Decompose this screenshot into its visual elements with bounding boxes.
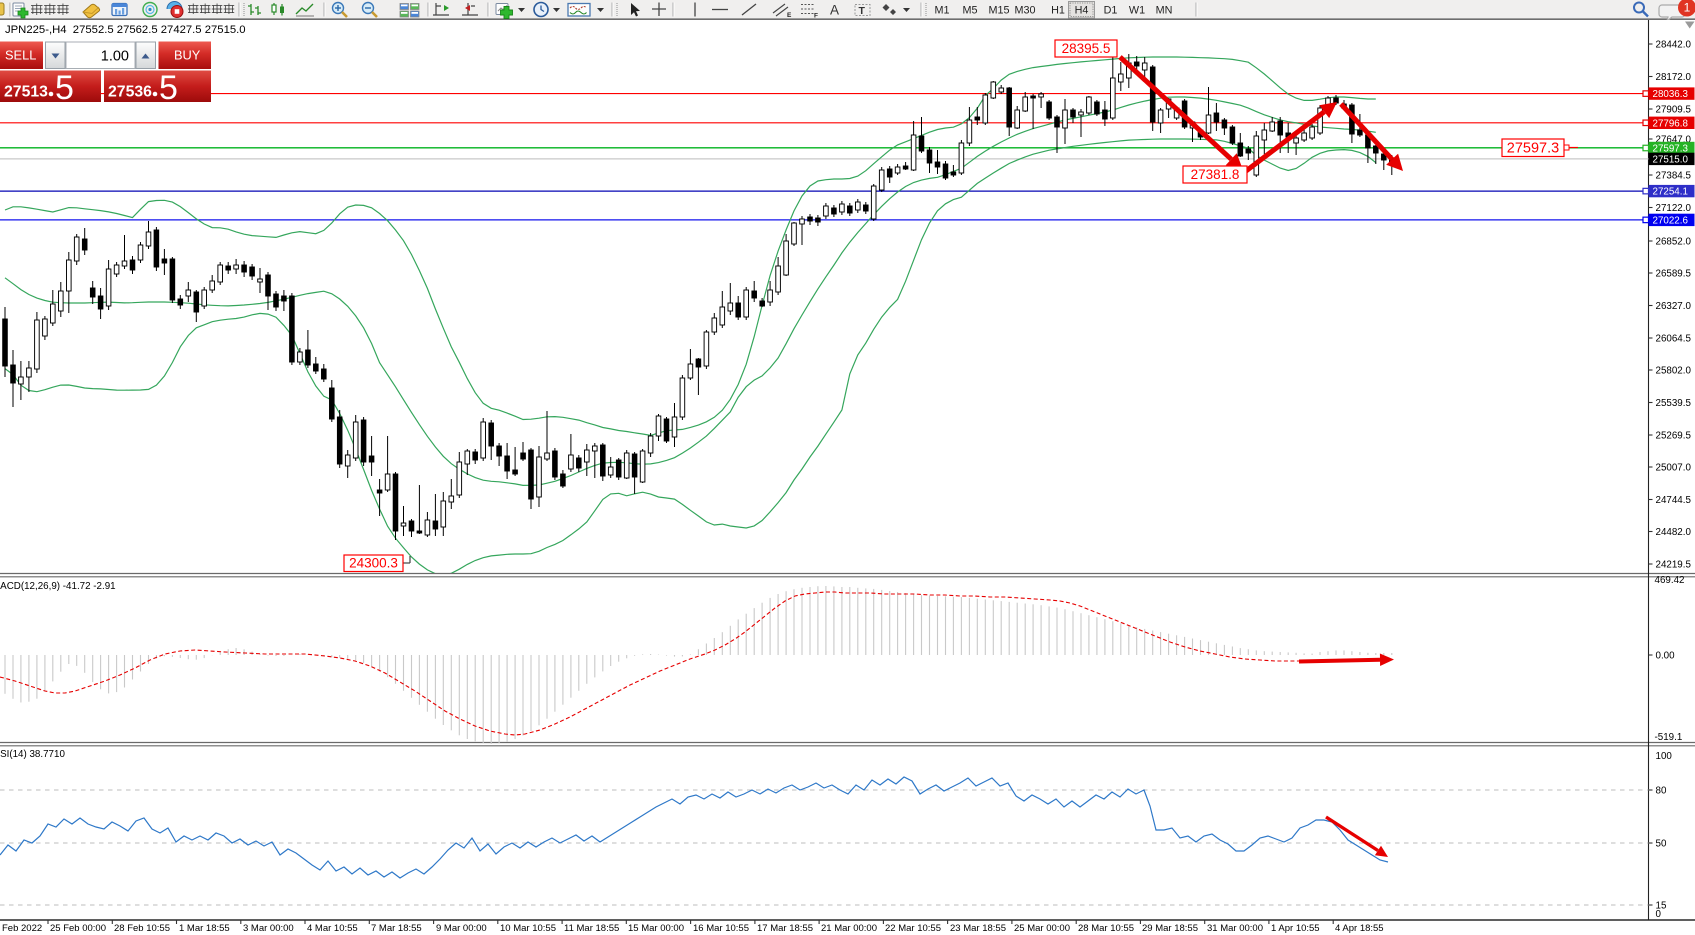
- svg-text:23 Mar 18:55: 23 Mar 18:55: [950, 923, 1006, 934]
- svg-text:27647.0: 27647.0: [1656, 135, 1692, 146]
- svg-text:25539.5: 25539.5: [1656, 398, 1692, 409]
- svg-text:E: E: [787, 12, 792, 19]
- svg-text:28036.3: 28036.3: [1653, 89, 1689, 100]
- svg-text:25 Mar 00:00: 25 Mar 00:00: [1014, 923, 1070, 934]
- svg-text:H4: H4: [1075, 5, 1089, 17]
- svg-text:28 Feb 10:55: 28 Feb 10:55: [114, 923, 170, 934]
- svg-text:80: 80: [1656, 786, 1667, 797]
- svg-text:24744.5: 24744.5: [1656, 495, 1692, 506]
- svg-text:26327.0: 26327.0: [1656, 301, 1692, 312]
- svg-text:100: 100: [1656, 751, 1673, 762]
- svg-text:7 Mar 18:55: 7 Mar 18:55: [371, 923, 422, 934]
- svg-text:H1: H1: [1051, 5, 1065, 17]
- svg-text:27381.8: 27381.8: [1191, 167, 1240, 182]
- svg-text:MN: MN: [1156, 5, 1173, 17]
- svg-text:MACD(12,26,9) -41.72 -2.91: MACD(12,26,9) -41.72 -2.91: [0, 581, 116, 592]
- svg-text:M5: M5: [963, 5, 978, 17]
- svg-text:W1: W1: [1129, 5, 1145, 17]
- svg-text:10 Mar 10:55: 10 Mar 10:55: [500, 923, 556, 934]
- svg-text:28172.0: 28172.0: [1656, 72, 1692, 83]
- svg-text:F: F: [814, 13, 818, 20]
- svg-text:9 Mar 00:00: 9 Mar 00:00: [436, 923, 487, 934]
- svg-text:24219.5: 24219.5: [1656, 560, 1692, 571]
- svg-text:27384.5: 27384.5: [1656, 171, 1692, 182]
- svg-text:15 Mar 00:00: 15 Mar 00:00: [628, 923, 684, 934]
- svg-text:27515.0: 27515.0: [1653, 155, 1689, 166]
- svg-text:31 Mar 00:00: 31 Mar 00:00: [1207, 923, 1263, 934]
- svg-text:26589.5: 26589.5: [1656, 269, 1692, 280]
- svg-text:27597.3: 27597.3: [1507, 141, 1559, 157]
- svg-text:BUY: BUY: [174, 48, 201, 63]
- svg-text:469.42: 469.42: [1655, 575, 1685, 586]
- svg-text:24482.0: 24482.0: [1656, 527, 1692, 538]
- svg-text:-519.1: -519.1: [1655, 732, 1683, 743]
- svg-text:11 Mar 18:55: 11 Mar 18:55: [564, 923, 619, 934]
- svg-text:1.00: 1.00: [101, 49, 129, 65]
- svg-text:26852.0: 26852.0: [1656, 237, 1692, 248]
- svg-text:25269.5: 25269.5: [1656, 431, 1692, 442]
- svg-text:27796.8: 27796.8: [1653, 118, 1689, 129]
- svg-text:22 Mar 10:55: 22 Mar 10:55: [885, 923, 941, 934]
- svg-text:A: A: [830, 3, 839, 18]
- svg-text:25007.0: 25007.0: [1656, 463, 1692, 474]
- svg-text:1: 1: [1684, 1, 1691, 15]
- svg-text:5: 5: [55, 69, 74, 107]
- svg-text:26064.5: 26064.5: [1656, 334, 1692, 345]
- svg-text:T: T: [859, 5, 866, 17]
- svg-text:M1: M1: [935, 5, 950, 17]
- svg-text:0: 0: [1656, 909, 1662, 920]
- svg-text:21 Mar 00:00: 21 Mar 00:00: [821, 923, 877, 934]
- svg-text:M15: M15: [988, 5, 1009, 17]
- svg-text:RSI(14) 38.7710: RSI(14) 38.7710: [0, 749, 65, 760]
- svg-text:24300.3: 24300.3: [349, 556, 398, 571]
- svg-text:28442.0: 28442.0: [1656, 40, 1692, 51]
- svg-text:SELL: SELL: [5, 48, 36, 63]
- svg-text:27909.5: 27909.5: [1656, 105, 1692, 116]
- svg-text:D1: D1: [1104, 5, 1118, 17]
- svg-text:0.00: 0.00: [1656, 651, 1676, 662]
- svg-text:50: 50: [1656, 839, 1667, 850]
- svg-text:5: 5: [159, 69, 178, 107]
- svg-text:27122.0: 27122.0: [1656, 203, 1692, 214]
- svg-text:15: 15: [1656, 901, 1667, 912]
- svg-text:M30: M30: [1014, 5, 1035, 17]
- svg-text:25802.0: 25802.0: [1656, 366, 1692, 377]
- svg-text:27022.6: 27022.6: [1653, 216, 1689, 227]
- svg-text:16 Mar 10:55: 16 Mar 10:55: [693, 923, 749, 934]
- svg-text:29 Mar 18:55: 29 Mar 18:55: [1142, 923, 1198, 934]
- svg-text:25 Feb 00:00: 25 Feb 00:00: [50, 923, 106, 934]
- svg-text:3 Mar 00:00: 3 Mar 00:00: [243, 923, 294, 934]
- svg-text:27597.3: 27597.3: [1653, 144, 1689, 155]
- svg-text:Feb 2022: Feb 2022: [2, 923, 42, 934]
- svg-text:17 Mar 18:55: 17 Mar 18:55: [757, 923, 813, 934]
- svg-text:JPN225-,H4 27552.5 27562.5 27: JPN225-,H4 27552.5 27562.5 27427.5 27515…: [5, 24, 246, 36]
- svg-text:28395.5: 28395.5: [1062, 41, 1111, 56]
- svg-text:4 Apr 18:55: 4 Apr 18:55: [1335, 923, 1384, 934]
- svg-text:1 Apr 10:55: 1 Apr 10:55: [1271, 923, 1320, 934]
- svg-text:27254.1: 27254.1: [1653, 187, 1688, 198]
- svg-text:28 Mar 10:55: 28 Mar 10:55: [1078, 923, 1134, 934]
- svg-text:27513: 27513: [4, 84, 48, 101]
- svg-text:1 Mar 18:55: 1 Mar 18:55: [179, 923, 230, 934]
- svg-text:4 Mar 10:55: 4 Mar 10:55: [307, 923, 358, 934]
- svg-text:27536: 27536: [108, 84, 152, 101]
